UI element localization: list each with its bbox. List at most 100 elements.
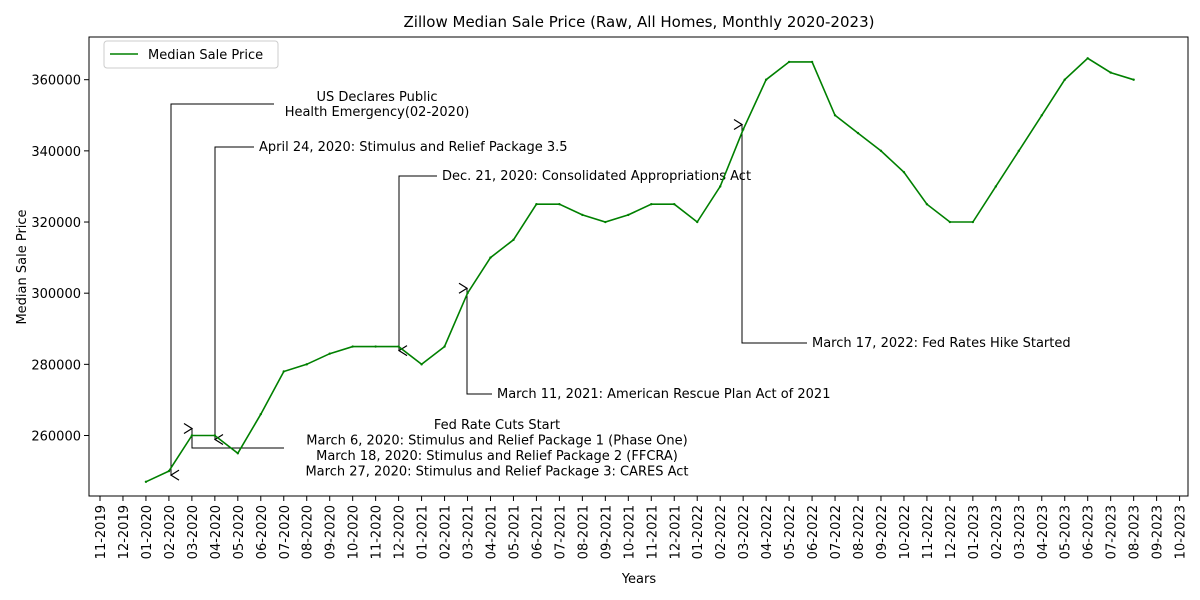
data-point bbox=[213, 434, 217, 437]
data-point bbox=[144, 480, 148, 483]
x-tick-label: 01-2020 bbox=[140, 505, 155, 559]
data-point bbox=[236, 452, 240, 455]
x-tick-label: 09-2021 bbox=[599, 505, 614, 559]
data-point bbox=[627, 213, 630, 217]
x-tick-label: 07-2020 bbox=[278, 505, 293, 559]
data-point bbox=[902, 171, 906, 174]
data-point bbox=[741, 128, 745, 131]
x-tick-label: 07-2022 bbox=[829, 505, 844, 559]
data-point bbox=[190, 434, 194, 437]
x-tick-label: 12-2020 bbox=[393, 505, 408, 559]
x-tick-label: 08-2021 bbox=[576, 505, 591, 559]
x-tick-label: 04-2022 bbox=[760, 505, 775, 559]
data-point bbox=[925, 203, 929, 206]
annotation-arrow bbox=[213, 146, 254, 446]
annotation-line: March 27, 2020: Stimulus and Relief Pack… bbox=[305, 465, 688, 480]
annotation-text: US Declares Public Health Emergency(02-20… bbox=[285, 90, 470, 120]
annotation-arrow bbox=[458, 282, 492, 395]
data-point bbox=[305, 363, 308, 366]
x-tick-label: 11-2022 bbox=[921, 505, 936, 559]
data-point bbox=[512, 238, 515, 242]
annotation-arrow bbox=[733, 118, 807, 344]
data-point bbox=[1132, 78, 1135, 81]
annotation-arrow bbox=[169, 103, 274, 481]
y-tick-label: 320000 bbox=[31, 216, 81, 231]
annotation-text: March 11, 2021: American Rescue Plan Act… bbox=[497, 387, 830, 402]
annotation-text: April 24, 2020: Stimulus and Relief Pack… bbox=[259, 140, 568, 155]
data-point bbox=[948, 220, 952, 224]
x-tick-label: 11-2019 bbox=[94, 505, 109, 559]
data-point bbox=[1063, 78, 1066, 81]
annotation-arrow bbox=[183, 422, 284, 449]
annotation-line: March 18, 2020: Stimulus and Relief Pack… bbox=[316, 449, 678, 464]
data-point bbox=[604, 220, 607, 224]
x-tick-label: 06-2021 bbox=[530, 505, 545, 559]
x-tick-label: 02-2022 bbox=[714, 505, 729, 559]
x-tick-label: 11-2021 bbox=[645, 505, 660, 559]
data-point bbox=[535, 203, 538, 206]
x-tick-label: 08-2023 bbox=[1128, 505, 1143, 559]
data-point bbox=[856, 131, 860, 135]
y-tick-label: 280000 bbox=[31, 358, 81, 373]
x-tick-label: 05-2020 bbox=[232, 505, 247, 559]
y-axis-label: Median Sale Price bbox=[15, 209, 30, 324]
x-tick-label: 10-2021 bbox=[622, 505, 637, 559]
x-tick-label: 12-2019 bbox=[117, 505, 132, 559]
x-tick-label: 03-2023 bbox=[1013, 505, 1028, 559]
x-tick-label: 09-2022 bbox=[875, 505, 890, 559]
x-tick-label: 04-2023 bbox=[1036, 505, 1051, 559]
x-tick-label: 08-2022 bbox=[852, 505, 867, 559]
data-point bbox=[328, 352, 331, 355]
x-tick-label: 11-2020 bbox=[370, 505, 385, 559]
annotation-text: Dec. 21, 2020: Consolidated Appropriatio… bbox=[442, 169, 751, 184]
data-point bbox=[351, 345, 354, 348]
x-tick-label: 01-2023 bbox=[967, 505, 982, 559]
data-point bbox=[489, 256, 492, 259]
data-point bbox=[466, 291, 469, 295]
data-point bbox=[420, 363, 423, 366]
legend-label: Median Sale Price bbox=[148, 48, 263, 63]
x-tick-label: 02-2020 bbox=[163, 505, 178, 559]
x-tick-label: 02-2021 bbox=[439, 505, 454, 559]
x-tick-label: 06-2023 bbox=[1082, 505, 1097, 559]
data-point bbox=[696, 220, 699, 224]
x-tick-label: 10-2022 bbox=[898, 505, 913, 559]
x-tick-label: 05-2022 bbox=[783, 505, 798, 559]
plot-frame bbox=[88, 36, 1189, 497]
data-point bbox=[833, 114, 837, 117]
x-tick-label: 07-2023 bbox=[1105, 505, 1120, 559]
data-point bbox=[1086, 57, 1089, 60]
data-point bbox=[994, 185, 998, 188]
annotation-line: US Declares Public bbox=[316, 90, 437, 105]
annotation-line: Health Emergency(02-2020) bbox=[285, 105, 470, 120]
y-tick-label: 340000 bbox=[31, 145, 81, 160]
data-point bbox=[971, 220, 975, 224]
data-point bbox=[673, 203, 676, 206]
data-point bbox=[1017, 149, 1020, 153]
x-tick-label: 04-2020 bbox=[209, 505, 224, 559]
data-point bbox=[259, 412, 262, 416]
y-tick-label: 300000 bbox=[31, 287, 81, 302]
series-line bbox=[145, 57, 1134, 483]
data-point bbox=[810, 60, 814, 64]
annotation-text: March 17, 2022: Fed Rates Hike Started bbox=[812, 336, 1071, 351]
annotation-arrow bbox=[397, 175, 437, 357]
x-tick-label: 12-2022 bbox=[944, 505, 959, 559]
x-tick-label: 04-2021 bbox=[484, 505, 499, 559]
x-axis-label: Years bbox=[621, 572, 657, 587]
x-tick-label: 03-2020 bbox=[186, 505, 201, 559]
data-point bbox=[558, 203, 561, 206]
x-tick-label: 05-2021 bbox=[507, 505, 522, 559]
data-point bbox=[718, 185, 722, 188]
x-tick-label: 09-2023 bbox=[1151, 505, 1166, 559]
x-tick-label: 01-2022 bbox=[691, 505, 706, 559]
annotation-text: Fed Rate Cuts Start March 6, 2020: Stimul… bbox=[305, 418, 688, 480]
x-tick-label: 10-2020 bbox=[347, 505, 362, 559]
x-tick-label: 01-2021 bbox=[416, 505, 431, 559]
chart-title: Zillow Median Sale Price (Raw, All Homes… bbox=[404, 13, 875, 31]
data-point bbox=[581, 213, 584, 217]
y-tick-label: 260000 bbox=[31, 430, 81, 445]
data-point bbox=[443, 345, 446, 348]
legend-box bbox=[103, 40, 279, 69]
